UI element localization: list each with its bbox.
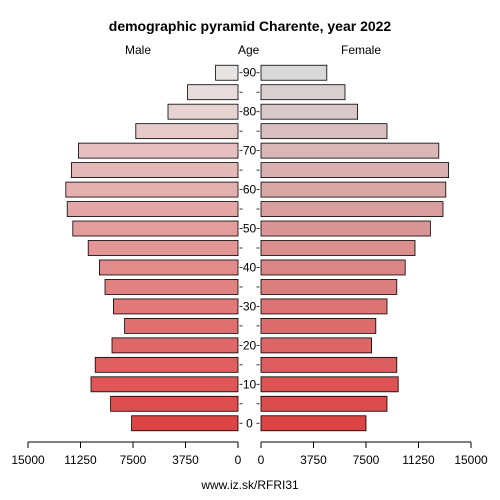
female-bar-age-25 <box>260 317 377 334</box>
female-x-tick-label: 0 <box>258 453 265 467</box>
female-bar-age-85 <box>260 84 346 101</box>
female-x-tick-label: 3750 <box>300 453 327 467</box>
female-x-tick-label: 7500 <box>353 453 380 467</box>
male-bar-age-50 <box>72 220 239 237</box>
female-bar-age-20 <box>260 337 372 354</box>
age-label: Age <box>238 43 260 57</box>
male-bar-age-80 <box>167 103 239 120</box>
male-bar-age-75 <box>135 123 239 140</box>
female-bar-age-50 <box>260 220 431 237</box>
age-tick-label: 90 <box>243 66 257 80</box>
female-bar-age-90 <box>260 64 328 81</box>
male-x-tick-label: 7500 <box>120 453 147 467</box>
female-bar-age-30 <box>260 298 388 315</box>
female-bar-age-40 <box>260 259 406 276</box>
male-bar-age-20 <box>111 337 239 354</box>
male-bar-age-60 <box>65 181 239 198</box>
male-bar-age-45 <box>87 240 239 256</box>
male-bar-age-40 <box>99 259 239 276</box>
age-tick-label: 80 <box>243 105 257 119</box>
female-bar-age-10 <box>260 376 399 393</box>
male-bar-age-0 <box>131 415 239 432</box>
female-bar-age-70 <box>260 142 440 159</box>
age-tick-label: 40 <box>243 260 257 274</box>
female-bar-age-75 <box>260 123 388 140</box>
female-bar-age-15 <box>260 356 398 373</box>
male-bar-age-15 <box>94 356 239 373</box>
male-label: Male <box>125 43 152 57</box>
male-bar-age-70 <box>78 142 239 159</box>
male-x-tick-label: 15000 <box>11 453 45 467</box>
female-bar-age-0 <box>260 415 367 432</box>
footer-url: www.iz.sk/RFRI31 <box>201 478 299 492</box>
age-tick-label: 60 <box>243 183 257 197</box>
male-bar-age-85 <box>187 84 239 101</box>
female-bar-age-45 <box>260 240 416 256</box>
male-bar-age-35 <box>104 279 239 295</box>
chart-title: demographic pyramid Charente, year 2022 <box>108 18 392 34</box>
female-bar-age-55 <box>260 201 444 217</box>
female-x-tick-label: 11250 <box>402 453 435 467</box>
male-x-tick-label: 3750 <box>172 453 199 467</box>
age-tick-label: 70 <box>243 144 257 158</box>
male-bar-age-30 <box>113 298 239 315</box>
male-bar-age-10 <box>90 376 239 393</box>
female-bar-age-60 <box>260 181 447 198</box>
age-tick-label: 30 <box>243 299 257 313</box>
female-x-tick-label: 15000 <box>454 453 488 467</box>
male-bar-age-25 <box>124 317 239 334</box>
male-x-tick-label: 11250 <box>64 453 97 467</box>
male-x-tick-label: 0 <box>235 453 242 467</box>
female-bar-age-80 <box>260 103 358 120</box>
female-label: Female <box>341 43 382 57</box>
age-tick-label: 20 <box>243 338 257 352</box>
age-tick-label: 10 <box>243 377 257 391</box>
female-bar-age-35 <box>260 279 398 295</box>
age-tick-label: 50 <box>243 222 257 236</box>
male-bar-age-90 <box>215 64 239 81</box>
male-bar-age-65 <box>71 162 239 179</box>
female-bar-age-5 <box>260 395 388 412</box>
male-bar-age-55 <box>66 201 239 217</box>
age-tick-label: 0 <box>246 416 253 430</box>
male-bar-age-5 <box>110 395 239 412</box>
female-bar-age-65 <box>260 162 450 179</box>
